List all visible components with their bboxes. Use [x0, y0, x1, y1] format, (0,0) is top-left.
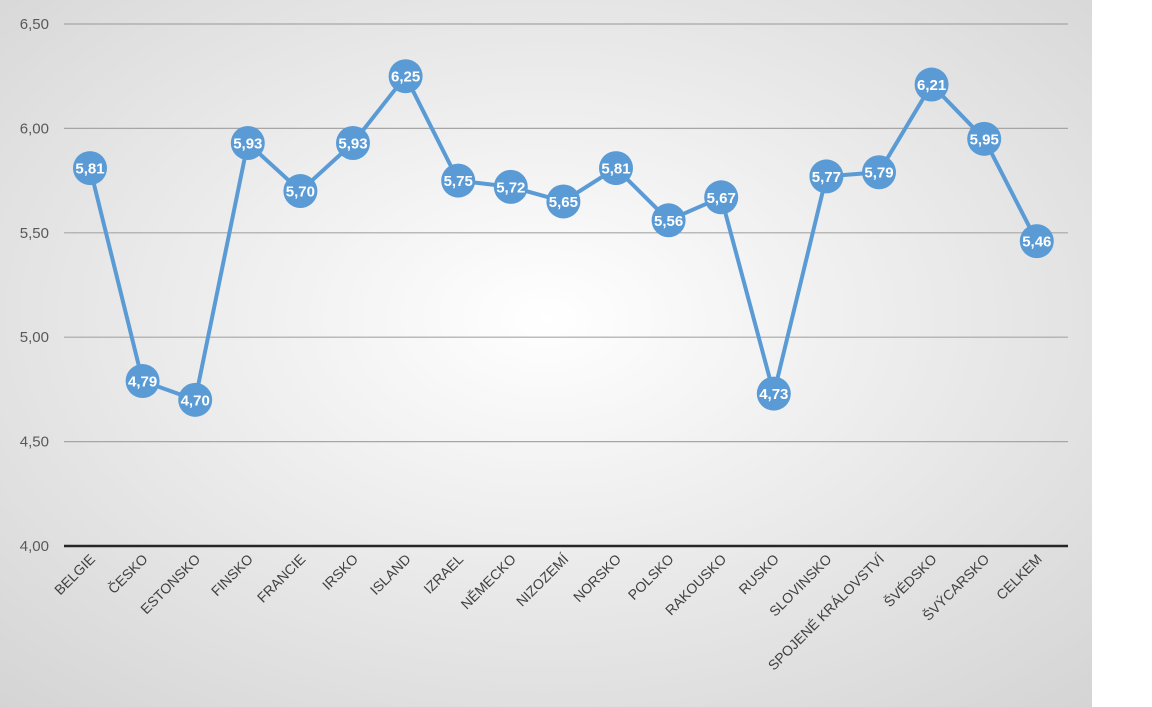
data-label: 5,65	[549, 194, 578, 211]
data-point	[1019, 224, 1054, 259]
y-tick-label: 5,00	[20, 329, 49, 346]
series-markers: 5,81 4,79 4,70 5,93 5,70 5,93 6,25 5,75 5,72 5,65…	[73, 59, 1054, 417]
data-point	[493, 169, 528, 204]
data-label: 5,93	[233, 136, 262, 153]
y-axis-ticks: 4,00 4,50 5,00 5,50 6,00 6,50	[20, 16, 49, 555]
y-tick-label: 6,00	[20, 120, 49, 137]
y-tick-label: 5,50	[20, 225, 49, 242]
y-tick-label: 6,50	[20, 16, 49, 33]
data-label: 5,70	[286, 184, 315, 201]
chart-area: 4,00 4,50 5,00 5,50 6,00 6,50 BELGIE ČESKO ESTO…	[0, 0, 1092, 707]
data-point	[388, 59, 423, 94]
data-label: 5,56	[654, 213, 683, 230]
data-label: 5,81	[601, 161, 630, 178]
data-point	[441, 163, 476, 198]
data-point	[651, 203, 686, 238]
data-label: 5,67	[707, 190, 736, 207]
data-label: 5,75	[444, 173, 473, 190]
data-point	[125, 364, 160, 399]
data-label: 5,93	[338, 136, 367, 153]
data-point	[599, 151, 633, 186]
data-label: 4,73	[759, 386, 788, 403]
data-point	[756, 376, 791, 411]
data-label: 5,46	[1022, 234, 1051, 251]
data-label: 5,79	[864, 165, 893, 182]
data-label: 5,95	[970, 131, 999, 148]
y-tick-label: 4,50	[20, 434, 49, 451]
line-chart: 4,004,505,005,506,006,50 BELGIE ČESKOESTO…	[0, 0, 1092, 707]
data-point	[862, 155, 896, 190]
data-point	[914, 67, 949, 102]
data-point	[967, 121, 1002, 156]
data-label: 4,79	[128, 374, 157, 391]
data-label: 5,77	[812, 169, 841, 186]
y-tick-label: 4,00	[20, 538, 49, 555]
data-point	[283, 174, 318, 209]
data-label: 4,70	[181, 392, 210, 409]
data-point	[178, 382, 213, 417]
data-point	[336, 126, 370, 161]
data-point	[230, 126, 265, 161]
data-point	[704, 180, 739, 215]
data-point	[73, 151, 107, 186]
data-label: 6,25	[391, 69, 420, 86]
data-point	[546, 184, 581, 219]
data-label: 6,21	[917, 77, 946, 94]
data-point	[809, 159, 844, 194]
data-label: 5,72	[496, 179, 525, 196]
data-label: 5,81	[75, 161, 104, 178]
